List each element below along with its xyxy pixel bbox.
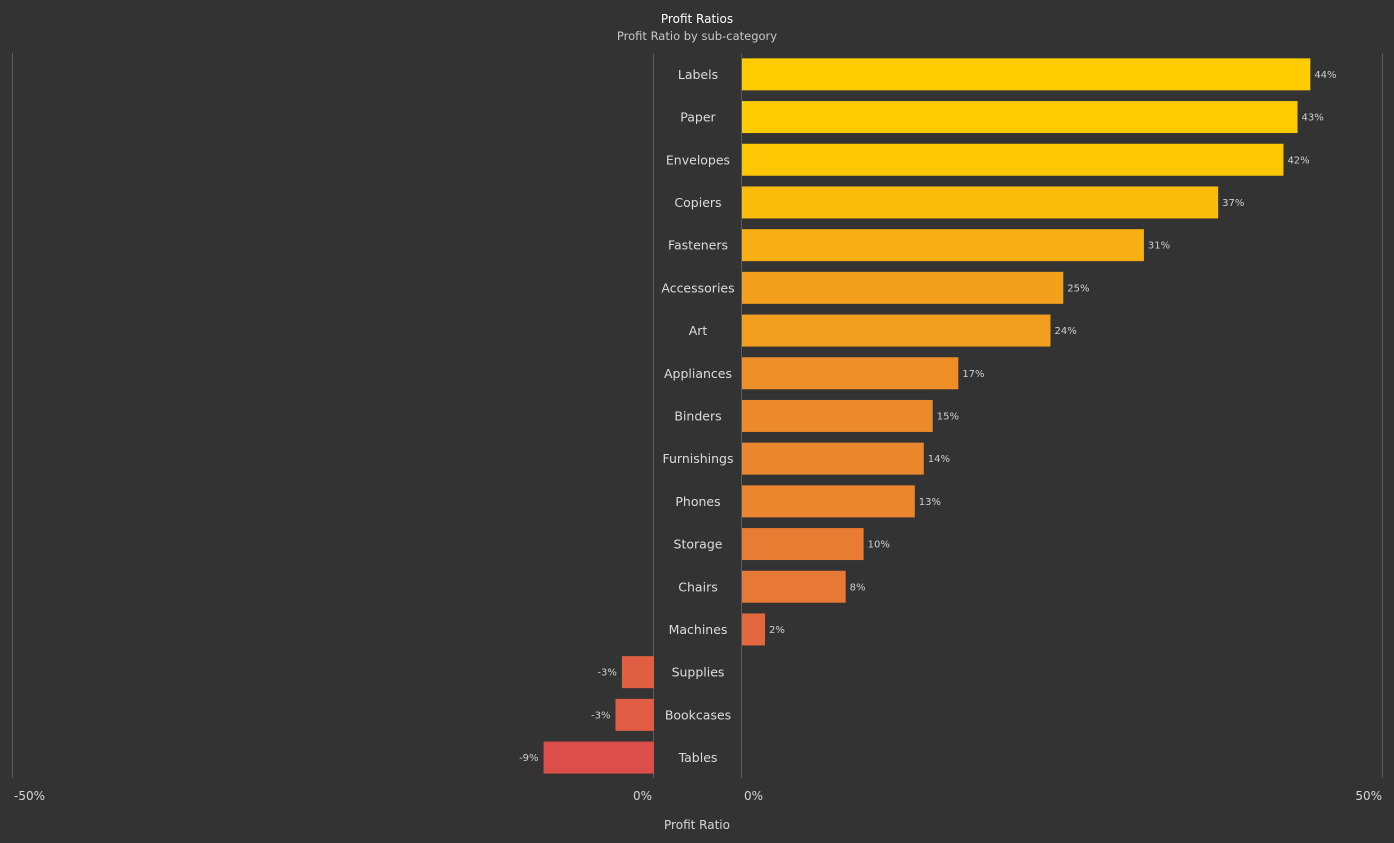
category-label: Supplies xyxy=(672,665,725,680)
bar[interactable] xyxy=(543,741,654,774)
bar[interactable] xyxy=(742,143,1284,176)
category-label: Tables xyxy=(678,750,718,765)
bar[interactable] xyxy=(742,357,959,390)
value-label: 8% xyxy=(850,582,866,593)
bar[interactable] xyxy=(742,570,846,603)
value-label: 17% xyxy=(962,369,984,380)
chart-title: Profit Ratios xyxy=(660,12,734,26)
value-label: 24% xyxy=(1054,326,1076,337)
bar[interactable] xyxy=(742,399,933,432)
category-label: Chairs xyxy=(678,579,717,594)
value-label: 44% xyxy=(1314,70,1336,81)
category-label: Storage xyxy=(674,537,723,552)
value-label: 25% xyxy=(1067,283,1089,294)
bar[interactable] xyxy=(742,101,1298,134)
value-label: -3% xyxy=(597,668,616,679)
bar[interactable] xyxy=(742,271,1064,304)
category-label: Furnishings xyxy=(662,451,733,466)
category-label: Fasteners xyxy=(668,238,728,253)
tick-label-neg-min: -50% xyxy=(14,789,45,803)
bar[interactable] xyxy=(621,656,654,689)
value-label: 42% xyxy=(1287,155,1309,166)
bar[interactable] xyxy=(742,442,924,475)
tick-label-pos-zero: 0% xyxy=(744,789,763,803)
chart-subtitle: Profit Ratio by sub-category xyxy=(616,29,778,43)
category-label: Phones xyxy=(675,494,720,509)
tick-label-neg-zero: 0% xyxy=(633,789,652,803)
bar[interactable] xyxy=(742,58,1311,91)
bar[interactable] xyxy=(742,229,1144,262)
category-label: Envelopes xyxy=(666,152,730,167)
bar[interactable] xyxy=(615,698,654,731)
bar[interactable] xyxy=(742,613,766,646)
tick-label-pos-max: 50% xyxy=(1355,789,1382,803)
category-label: Art xyxy=(689,323,708,338)
value-label: 10% xyxy=(868,540,890,551)
bar[interactable] xyxy=(742,186,1219,219)
category-label: Machines xyxy=(669,622,728,637)
category-label: Labels xyxy=(678,67,718,82)
value-label: 15% xyxy=(937,411,959,422)
bar[interactable] xyxy=(742,528,864,561)
value-label: 14% xyxy=(928,454,950,465)
category-label: Bookcases xyxy=(665,707,731,722)
value-label: 13% xyxy=(919,497,941,508)
category-label: Binders xyxy=(674,408,721,423)
value-label: 31% xyxy=(1148,241,1170,252)
value-label: 43% xyxy=(1302,113,1324,124)
value-label: 2% xyxy=(769,625,785,636)
bar[interactable] xyxy=(742,314,1051,347)
category-label: Copiers xyxy=(674,195,721,210)
category-label: Appliances xyxy=(664,366,732,381)
category-label: Paper xyxy=(680,110,716,125)
x-axis-label: Profit Ratio xyxy=(664,818,730,832)
value-label: -3% xyxy=(591,710,610,721)
value-label: -9% xyxy=(519,753,538,764)
category-label: Accessories xyxy=(661,280,734,295)
value-label: 37% xyxy=(1222,198,1244,209)
bar[interactable] xyxy=(742,485,915,518)
